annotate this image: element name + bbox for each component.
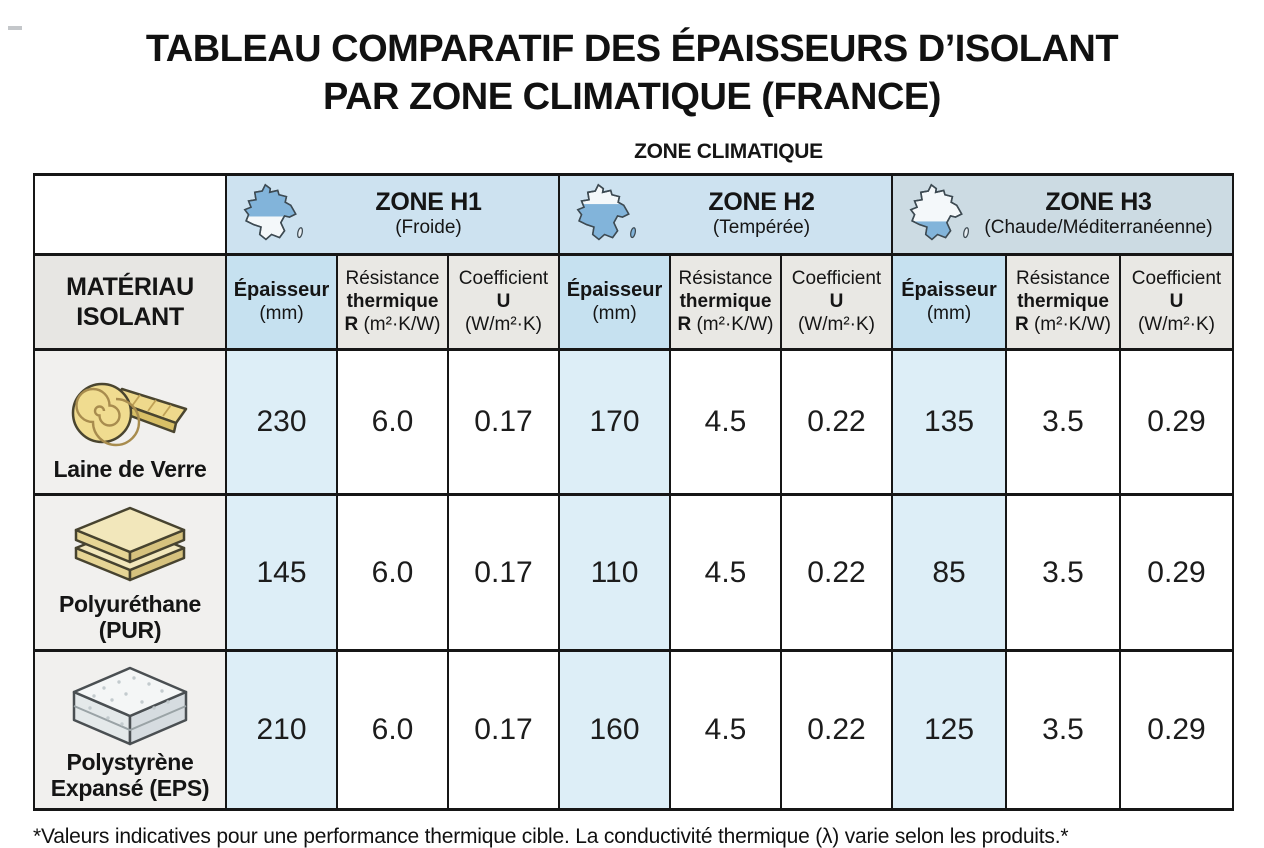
material-cell-polyurethane: Polyuréthane (PUR) (33, 492, 227, 653)
header-epaisseur-h3: Épaisseur (mm) (891, 252, 1007, 351)
value-cell: 0.22 (780, 649, 893, 811)
infographic-page: TABLEAU COMPARATIF DES ÉPAISSEURS D’ISOL… (0, 26, 1264, 848)
value-cell: 210 (225, 649, 338, 811)
value-cell: 3.5 (1005, 347, 1121, 496)
header-coefficient-h1: Coefficient U (W/m²·K) (447, 252, 560, 351)
footnote: *Valeurs indicatives pour une performanc… (33, 824, 1069, 848)
zone-header-h3: ZONE H3 (Chaude/Méditerranéenne) (891, 172, 1234, 256)
polyurethane-boards-icon (64, 502, 196, 592)
material-header-cell: MATÉRIAU ISOLANT (33, 252, 227, 351)
value-cell: 170 (558, 347, 671, 496)
france-map-h2-icon (574, 183, 640, 245)
value-cell: 0.29 (1119, 347, 1234, 496)
zone-axis-label-wrap: ZONE CLIMATIQUE (33, 140, 1232, 164)
value-cell: 0.29 (1119, 649, 1234, 811)
value-cell: 6.0 (336, 492, 449, 653)
value-cell: 6.0 (336, 649, 449, 811)
header-coefficient-h2: Coefficient U (W/m²·K) (780, 252, 893, 351)
value-cell: 135 (891, 347, 1007, 496)
header-coefficient-h3: Coefficient U (W/m²·K) (1119, 252, 1234, 351)
value-cell: 3.5 (1005, 649, 1121, 811)
material-cell-laine-de-verre: Laine de Verre (33, 347, 227, 496)
value-cell: 230 (225, 347, 338, 496)
value-cell: 4.5 (669, 347, 782, 496)
value-cell: 85 (891, 492, 1007, 653)
value-cell: 160 (558, 649, 671, 811)
value-cell: 6.0 (336, 347, 449, 496)
value-cell: 0.17 (447, 492, 560, 653)
value-cell: 0.17 (447, 649, 560, 811)
header-epaisseur-h2: Épaisseur (mm) (558, 252, 671, 351)
page-title: TABLEAU COMPARATIF DES ÉPAISSEURS D’ISOL… (0, 26, 1264, 122)
zone-name-h1: ZONE H1 (375, 188, 482, 217)
glass-wool-roll-icon (64, 361, 196, 457)
value-cell: 4.5 (669, 649, 782, 811)
eps-foam-block-icon (64, 658, 196, 750)
zone-name-h2: ZONE H2 (708, 188, 815, 217)
material-label: Polystyrène Expansé (EPS) (50, 749, 210, 801)
value-cell: 4.5 (669, 492, 782, 653)
material-label: Laine de Verre (53, 455, 207, 482)
page-title-line2: PAR ZONE CLIMATIQUE (FRANCE) (323, 75, 941, 118)
zone-subtitle-h3: (Chaude/Méditerranéenne) (984, 216, 1213, 238)
value-cell: 145 (225, 492, 338, 653)
zone-subtitle-h1: (Froide) (395, 216, 462, 238)
zone-header-h2: ZONE H2 (Tempérée) (558, 172, 893, 256)
header-resistance-h2: Résistance thermique R (m²·K/W) (669, 252, 782, 351)
table-row-polyurethane: Polyuréthane (PUR) 145 6.0 0.17 110 4.5 … (33, 492, 1234, 653)
france-map-h1-icon (241, 183, 307, 245)
zone-axis-label: ZONE CLIMATIQUE (634, 139, 823, 163)
material-label: Polyuréthane (PUR) (58, 590, 202, 643)
header-resistance-h3: Résistance thermique R (m²·K/W) (1005, 252, 1121, 351)
table-row-laine-de-verre: Laine de Verre 230 6.0 0.17 170 4.5 0.22… (33, 347, 1234, 496)
value-cell: 0.22 (780, 492, 893, 653)
value-cell: 0.22 (780, 347, 893, 496)
table-row-polystyrene: Polystyrène Expansé (EPS) 210 6.0 0.17 1… (33, 649, 1234, 811)
material-header-line1: MATÉRIAU (66, 272, 194, 301)
france-map-h3-icon (907, 183, 973, 245)
material-cell-polystyrene: Polystyrène Expansé (EPS) (33, 649, 227, 811)
value-cell: 125 (891, 649, 1007, 811)
page-title-line1: TABLEAU COMPARATIF DES ÉPAISSEURS D’ISOL… (145, 28, 1119, 70)
zone-subtitle-h2: (Tempérée) (712, 216, 811, 238)
value-cell: 0.17 (447, 347, 560, 496)
material-header-line2: ISOLANT (76, 302, 184, 331)
value-cell: 3.5 (1005, 492, 1121, 653)
header-epaisseur-h1: Épaisseur (mm) (225, 252, 338, 351)
comparison-table: ZONE H1 (Froide) (33, 172, 1234, 811)
zone-header-h1: ZONE H1 (Froide) (225, 172, 560, 256)
value-cell: 0.29 (1119, 492, 1234, 653)
column-header-row: MATÉRIAU ISOLANT Épaisseur (mm) Résistan… (33, 252, 1234, 351)
zone-name-h3: ZONE H3 (1045, 188, 1152, 217)
header-resistance-h1: Résistance thermique R (m²·K/W) (336, 252, 449, 351)
value-cell: 110 (558, 492, 671, 653)
corner-blank-cell (33, 172, 227, 256)
cropped-text-artifact-top (8, 26, 22, 30)
zone-header-row: ZONE H1 (Froide) (33, 172, 1234, 256)
